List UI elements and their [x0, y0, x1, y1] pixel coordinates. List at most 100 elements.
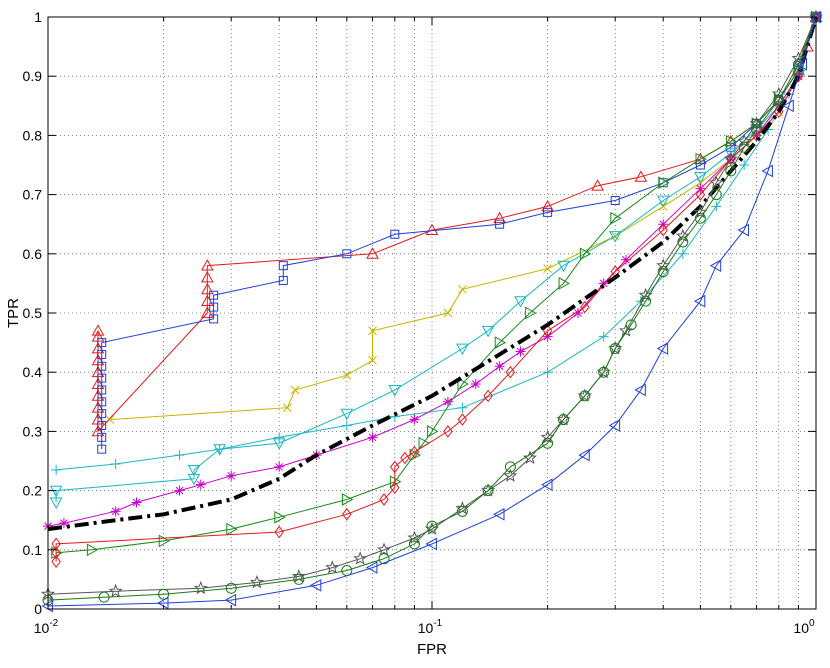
- data-point: [425, 223, 439, 236]
- x-tick-exponent: -1: [433, 618, 442, 629]
- data-point: [482, 485, 494, 497]
- data-point: [695, 188, 706, 201]
- data-point: [457, 377, 469, 391]
- data-point: [97, 397, 107, 407]
- data-point: [608, 231, 622, 243]
- data-point: [201, 306, 214, 318]
- data-point: [201, 270, 214, 283]
- data-point: [514, 296, 527, 308]
- data-point: [407, 530, 422, 544]
- data-point: [201, 259, 214, 271]
- data-point: [608, 419, 621, 432]
- data-point: [542, 324, 553, 338]
- data-point: [110, 458, 121, 469]
- data-point: [51, 537, 61, 551]
- data-point: [97, 420, 107, 430]
- data-point: [709, 259, 722, 272]
- x-axis-label: FPR: [417, 641, 447, 658]
- data-point: [725, 134, 738, 148]
- data-point: [342, 507, 352, 521]
- data-point: [573, 308, 584, 318]
- data-point: [542, 437, 554, 449]
- data-point: [579, 247, 592, 261]
- data-point: [58, 518, 69, 529]
- data-point: [737, 223, 750, 237]
- y-tick-label: 0.6: [23, 246, 43, 262]
- data-point: [791, 51, 806, 65]
- x-tick-exponent: -2: [49, 618, 58, 629]
- data-point: [505, 365, 516, 379]
- data-point: [557, 260, 570, 273]
- data-point: [201, 282, 214, 295]
- data-point: [388, 385, 402, 397]
- series-12: [41, 10, 821, 613]
- data-point: [49, 497, 63, 509]
- data-point: [693, 294, 706, 308]
- data-point: [131, 497, 142, 508]
- data-point: [724, 148, 738, 160]
- data-point: [543, 264, 552, 273]
- data-point: [187, 464, 201, 477]
- y-axis-label: TPR: [5, 298, 22, 328]
- data-point: [105, 415, 115, 424]
- y-tick-label: 0: [34, 601, 42, 617]
- series-line: [56, 16, 817, 554]
- data-point: [542, 367, 553, 378]
- data-point: [738, 141, 750, 153]
- data-point: [365, 561, 378, 574]
- data-point: [495, 219, 505, 229]
- data-point: [541, 199, 554, 212]
- data-point: [793, 69, 804, 83]
- data-point: [579, 390, 591, 402]
- data-point: [409, 414, 420, 425]
- data-point: [726, 142, 736, 152]
- series-7: [51, 10, 823, 560]
- data-point: [225, 582, 237, 594]
- data-point: [41, 599, 53, 613]
- y-tick-label: 0.7: [23, 187, 43, 203]
- series-line: [47, 16, 817, 601]
- data-point: [739, 160, 750, 170]
- data-point: [209, 302, 219, 312]
- data-point: [97, 444, 107, 454]
- data-point: [504, 461, 516, 473]
- data-point: [278, 261, 288, 271]
- data-point: [809, 10, 821, 24]
- data-point: [201, 294, 214, 307]
- y-tick-label: 0.1: [23, 542, 43, 558]
- data-point: [425, 521, 439, 535]
- data-point: [619, 323, 633, 337]
- data-point: [274, 461, 285, 472]
- y-tick-label: 0.3: [23, 423, 43, 439]
- data-point: [367, 432, 378, 443]
- data-point: [677, 248, 688, 259]
- data-point: [390, 481, 400, 494]
- data-point: [443, 308, 453, 318]
- data-point: [274, 432, 285, 443]
- data-point: [483, 389, 493, 403]
- x-tick-label: 10-1: [418, 618, 443, 636]
- data-point: [481, 325, 495, 338]
- data-point: [782, 99, 794, 113]
- data-point: [541, 478, 553, 492]
- y-tick-label: 0.8: [23, 127, 43, 143]
- data-point: [458, 284, 467, 294]
- data-point: [224, 593, 237, 607]
- data-point: [693, 205, 708, 219]
- data-point: [427, 425, 439, 438]
- series-line: [47, 16, 817, 527]
- data-point: [425, 537, 437, 551]
- data-point: [174, 485, 185, 496]
- x-tick-label: 100: [793, 618, 815, 636]
- data-point: [725, 165, 737, 177]
- data-point: [158, 588, 170, 600]
- data-point: [97, 409, 107, 419]
- series-line: [47, 16, 817, 607]
- data-point: [493, 211, 506, 224]
- data-point: [640, 295, 652, 307]
- data-point: [97, 349, 107, 359]
- data-point: [226, 470, 237, 481]
- data-point: [494, 361, 505, 372]
- data-point: [610, 211, 622, 225]
